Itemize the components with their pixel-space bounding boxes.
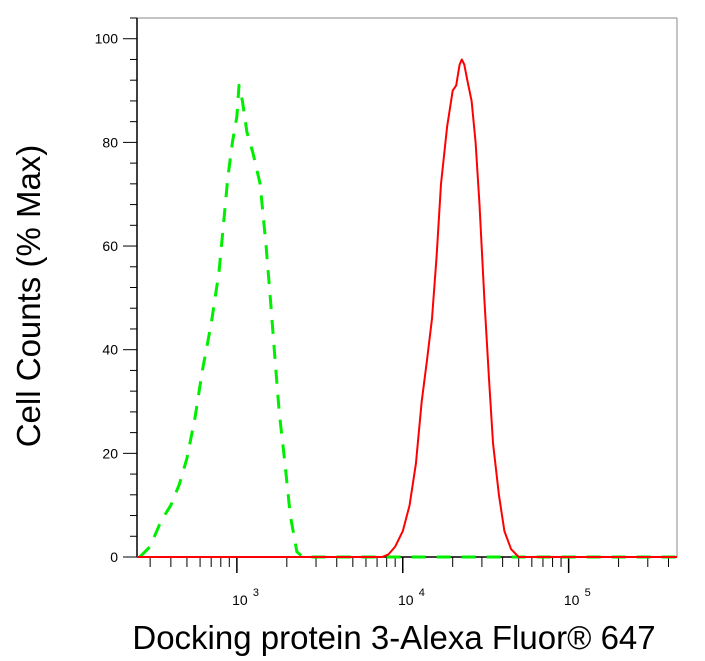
x-tick-label-base: 10 (398, 592, 414, 608)
y-tick-label: 20 (102, 445, 118, 461)
control-histogram-line (138, 83, 677, 559)
x-tick-label-base: 10 (564, 592, 580, 608)
x-tick-label-base: 10 (232, 592, 248, 608)
sample-histogram-line (137, 58, 677, 558)
y-axis-title: Cell Counts (% Max) (10, 145, 47, 448)
y-tick-label: 100 (95, 31, 119, 47)
x-axis-title: Docking protein 3-Alexa Fluor® 647 (132, 619, 655, 656)
y-tick-label: 40 (102, 342, 118, 358)
x-tick-label-exponent: 5 (585, 587, 591, 599)
y-tick-label: 80 (102, 134, 118, 150)
y-tick-label: 60 (102, 238, 118, 254)
y-axis-ticks: 0 20 40 60 80 100 (95, 17, 137, 565)
x-tick-label-exponent: 3 (253, 587, 259, 599)
x-tick-label-exponent: 4 (419, 587, 425, 599)
y-tick-label: 0 (110, 549, 118, 565)
series-layer (137, 58, 677, 559)
x-axis-ticks: 10 3 10 4 10 5 (149, 557, 670, 608)
